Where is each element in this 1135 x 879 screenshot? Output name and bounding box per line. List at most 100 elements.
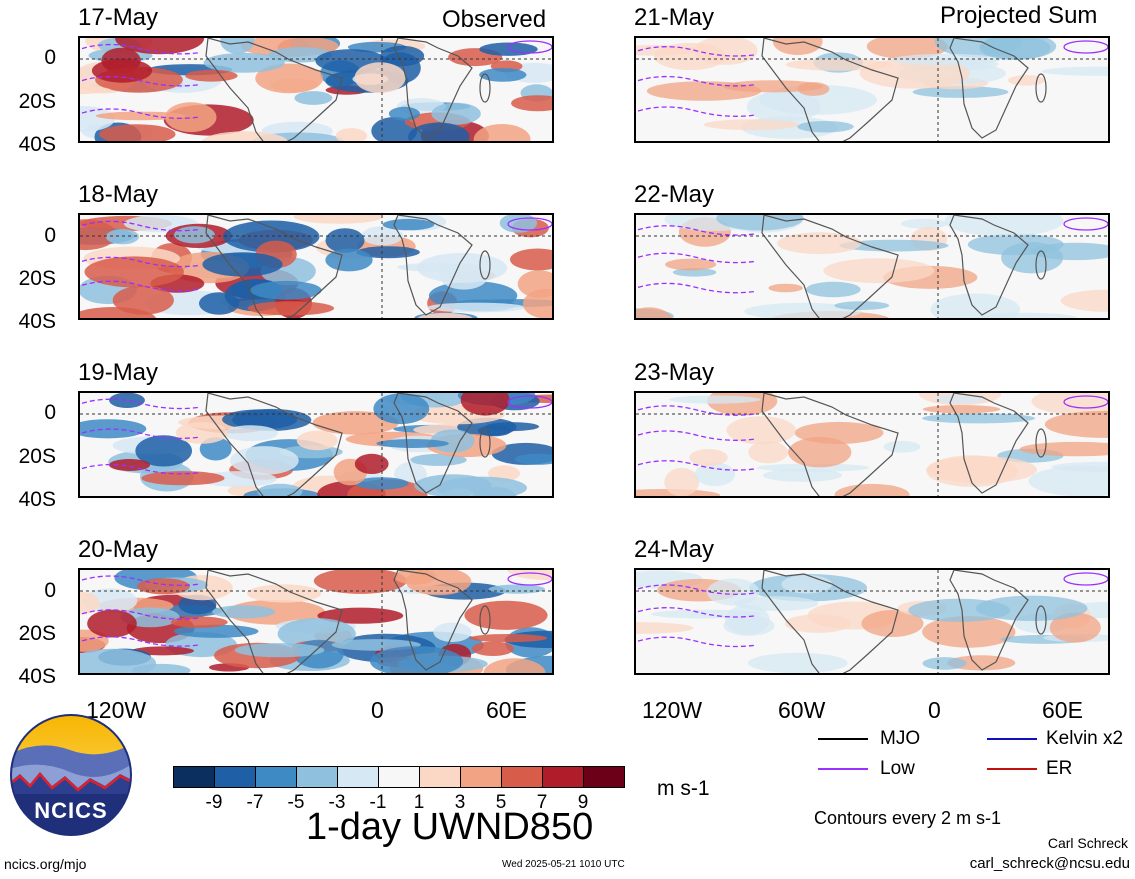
- low-contour: [637, 252, 757, 264]
- legend-mjo-line: [818, 738, 868, 740]
- lat-label: 40S: [18, 488, 56, 511]
- wind-anomaly-blob: [99, 124, 176, 141]
- coastline-madagascar: [479, 428, 491, 458]
- low-contour: [1063, 217, 1108, 231]
- coastline-south-america: [205, 393, 343, 496]
- coastline-africa: [393, 38, 473, 139]
- wind-anomaly-blob: [312, 411, 399, 435]
- wind-anomaly-blob: [170, 616, 228, 628]
- low-contour: [81, 43, 201, 55]
- coastline-south-america: [761, 570, 899, 673]
- map-panel-observed-1: [78, 36, 554, 143]
- wind-anomaly-blob: [433, 622, 472, 642]
- wind-anomaly-blob: [922, 657, 967, 670]
- wind-anomaly-blob: [247, 301, 335, 316]
- wind-anomaly-blob: [439, 263, 488, 290]
- wind-anomaly-blob: [947, 655, 1016, 671]
- wind-anomaly-blob: [203, 52, 285, 73]
- lon-label: 60W: [778, 697, 826, 723]
- map-panel-projected-1: [634, 36, 1110, 143]
- panel-date-label: 19-May: [78, 359, 159, 386]
- wind-anomaly-blob: [891, 53, 1001, 66]
- wind-anomaly-blob: [1060, 289, 1108, 312]
- wind-anomaly-blob: [84, 256, 184, 288]
- wind-anomaly-blob: [212, 605, 275, 619]
- wind-anomaly-blob: [748, 441, 788, 464]
- coastline-madagascar: [1035, 73, 1047, 103]
- wind-anomaly-blob: [354, 453, 389, 474]
- wind-anomaly-blob: [469, 634, 548, 643]
- wind-anomaly-blob: [488, 584, 545, 594]
- wind-anomaly-blob: [930, 293, 1021, 318]
- wind-anomaly-blob: [507, 570, 552, 581]
- wind-anomaly-blob: [234, 643, 325, 658]
- coastline-africa: [949, 38, 1029, 139]
- wind-anomaly-blob: [839, 239, 949, 252]
- wind-anomaly-blob: [744, 302, 862, 318]
- lon-label: 120W: [86, 697, 147, 723]
- wind-anomaly-blob: [707, 578, 760, 606]
- wind-anomaly-blob: [202, 252, 283, 277]
- wind-anomaly-blob: [95, 111, 186, 121]
- low-contour: [81, 398, 201, 410]
- wind-anomaly-blob: [293, 215, 383, 224]
- wind-anomaly-blob: [694, 462, 736, 487]
- ncics-logo: NCICS: [10, 714, 132, 836]
- low-contour: [637, 460, 757, 471]
- colorbar-units: m s-1: [657, 777, 710, 800]
- legend-kelvin-label: Kelvin x2: [1046, 728, 1124, 749]
- legend-mjo-label: MJO: [880, 728, 921, 749]
- wind-anomaly-blob: [665, 258, 717, 271]
- wind-anomaly-blob: [417, 312, 473, 318]
- map-field: [636, 570, 1108, 673]
- wind-anomaly-blob: [499, 215, 538, 233]
- lon-label: 60E: [486, 697, 527, 723]
- wind-anomaly-blob: [912, 86, 1009, 98]
- low-contour: [81, 428, 201, 440]
- wind-anomaly-blob: [1007, 75, 1046, 86]
- colorbar-swatch: [255, 766, 297, 788]
- coastline-madagascar: [1035, 250, 1047, 280]
- wind-anomaly-blob: [199, 292, 240, 315]
- wind-anomaly-blob: [975, 595, 1088, 621]
- wind-anomaly-blob: [788, 437, 852, 468]
- low-contour: [81, 220, 201, 232]
- wind-anomaly-blob: [517, 270, 552, 298]
- colorbar-tick-label: 3: [454, 792, 466, 813]
- lat-label: 20S: [18, 267, 56, 290]
- low-contour: [637, 46, 757, 57]
- wind-anomaly-blob: [768, 283, 803, 293]
- wind-anomaly-blob: [477, 425, 512, 437]
- wind-anomaly-blob: [834, 483, 910, 496]
- low-contour: [1063, 572, 1108, 586]
- wind-anomaly-blob: [511, 95, 552, 112]
- wind-anomaly-blob: [883, 440, 921, 453]
- wind-anomaly-blob: [473, 124, 531, 141]
- wind-anomaly-blob: [80, 307, 156, 318]
- wind-anomaly-blob: [922, 405, 1001, 414]
- coastline-madagascar: [479, 250, 491, 280]
- low-contour: [637, 75, 757, 87]
- wind-anomaly-blob: [479, 68, 527, 82]
- coastline-madagascar: [479, 605, 491, 635]
- coastline-africa: [949, 215, 1029, 316]
- wind-anomaly-blob: [175, 422, 228, 444]
- wind-anomaly-blob: [772, 38, 823, 56]
- wind-anomaly-blob: [922, 413, 1036, 424]
- coastline-south-america: [205, 570, 343, 673]
- low-contour: [637, 636, 757, 648]
- low-contour: [637, 225, 757, 236]
- wind-anomaly-blob: [806, 281, 861, 298]
- map-field: [636, 215, 1108, 318]
- low-contour: [1063, 40, 1108, 54]
- wind-anomaly-blob: [723, 615, 775, 636]
- wind-anomaly-blob: [277, 618, 356, 650]
- coastline-africa: [393, 393, 473, 494]
- wind-anomaly-blob: [464, 600, 548, 630]
- low-contour: [81, 108, 201, 119]
- wind-anomaly-blob: [1019, 441, 1108, 457]
- coastline-south-america: [761, 215, 899, 318]
- wind-anomaly-blob: [354, 62, 406, 94]
- low-contour: [81, 609, 201, 620]
- coastline-africa: [393, 215, 473, 316]
